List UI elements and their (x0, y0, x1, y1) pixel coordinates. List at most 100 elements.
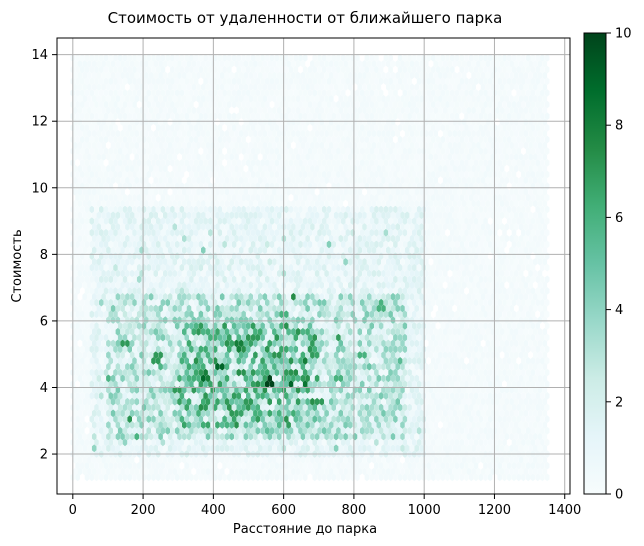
hexbin-cell (274, 310, 280, 319)
hexbin-cell (193, 333, 199, 342)
hexbin-cell (177, 258, 182, 266)
hexbin-cell (317, 368, 322, 377)
hexbin-cell (174, 426, 180, 435)
hexbin-cell (504, 258, 510, 266)
hexbin-cell (125, 386, 130, 394)
hexbin-cell (395, 316, 400, 324)
hexbin-cell (466, 374, 472, 383)
hexbin-cell (153, 362, 159, 371)
hexbin-cell (518, 456, 524, 464)
hexbin-cell (367, 351, 372, 359)
hexbin-cell (461, 351, 467, 359)
hexbin-cell (305, 292, 310, 301)
hexbin-cell (480, 432, 486, 441)
hexbin-cell (447, 467, 453, 476)
hexbin-cell (224, 246, 230, 254)
hexbin-cell (132, 275, 137, 284)
hexbin-cell (423, 444, 429, 453)
hexbin-cell (179, 368, 185, 377)
hexbin-cell (89, 298, 95, 307)
hexbin-cell (158, 432, 163, 441)
hexbin-cell (317, 438, 322, 447)
hexbin-cell (492, 380, 498, 388)
hexbin-cell (469, 415, 474, 423)
hexbin-cell (521, 473, 526, 482)
hexbin-cell (203, 345, 208, 354)
hexbin-cell (191, 432, 197, 441)
hexbin-cell (272, 281, 277, 289)
hexbin-cell (447, 327, 453, 336)
hexbin-cell (431, 426, 436, 435)
hexbin-cell (276, 374, 282, 383)
hexbin-cell (542, 351, 548, 359)
hexbin-cell (419, 432, 424, 441)
hexbin-cell (132, 392, 137, 400)
hexbin-cell (523, 397, 529, 406)
hexbin-cell (106, 362, 111, 371)
hexbin-cell (348, 467, 353, 476)
hexbin-cell (122, 322, 128, 330)
hexbin-cell (255, 322, 261, 330)
hexbin-cell (317, 380, 322, 388)
hexbin-cell (246, 461, 251, 470)
hexbin-cell (426, 426, 431, 435)
hexbin-cell (445, 298, 450, 307)
hexbin-cell (186, 409, 192, 418)
hexbin-cell (174, 322, 180, 330)
hexbin-cell (94, 345, 99, 354)
hexbin-cell (146, 322, 151, 330)
hexbin-cell (253, 351, 258, 359)
hexbin-cell (355, 392, 360, 400)
hexbin-cell (416, 263, 422, 272)
hexbin-cell (106, 456, 111, 464)
hexbin-cell (483, 403, 488, 412)
hexbin-cell (504, 339, 510, 348)
hexbin-cell (276, 397, 282, 406)
hexbin-cell (483, 310, 488, 319)
hexbin-cell (343, 339, 348, 348)
hexbin-cell (400, 362, 405, 371)
hexbin-cell (117, 263, 123, 272)
hexbin-cell (438, 362, 443, 371)
hexbin-cell (113, 345, 118, 354)
hexbin-cell (75, 473, 80, 482)
hexbin-cell (435, 426, 441, 435)
hexbin-cell (395, 258, 400, 266)
hexbin-cell (362, 316, 367, 324)
hexbin-cell (196, 444, 201, 453)
hexbin-cell (404, 467, 410, 476)
hexbin-cell (476, 269, 481, 278)
hexbin-cell (326, 415, 332, 423)
hexbin-cell (528, 316, 533, 324)
hexbin-cell (257, 374, 263, 383)
hexbin-cell (426, 473, 431, 482)
hexbin-cell (234, 374, 239, 383)
hexbin-cell (250, 461, 256, 470)
hexbin-cell (250, 473, 256, 482)
hexbin-cell (184, 333, 189, 342)
hexbin-cell (516, 333, 521, 342)
hexbin-cell (101, 362, 106, 371)
hexbin-cell (326, 287, 332, 295)
hexbin-cell (106, 421, 111, 429)
hexbin-cell (241, 415, 246, 423)
hexbin-cell (542, 374, 548, 383)
hexbin-cell (528, 339, 533, 348)
hexbin-cell (94, 298, 99, 307)
hexbin-cell (544, 380, 550, 388)
hexbin-cell (103, 368, 109, 377)
hexbin-cell (393, 275, 398, 284)
hexbin-cell (452, 409, 457, 418)
hexbin-cell (431, 368, 436, 377)
hexbin-cell (276, 304, 282, 313)
hexbin-cell (250, 345, 256, 354)
hexbin-cell (257, 432, 263, 441)
hexbin-cell (499, 269, 505, 278)
hexbin-cell (186, 304, 192, 313)
hexbin-cell (274, 415, 280, 423)
hexbin-cell (302, 275, 308, 284)
hexbin-cell (487, 438, 493, 447)
hexbin-cell (540, 392, 545, 400)
hexbin-cell (227, 473, 232, 482)
hexbin-cell (483, 322, 488, 330)
